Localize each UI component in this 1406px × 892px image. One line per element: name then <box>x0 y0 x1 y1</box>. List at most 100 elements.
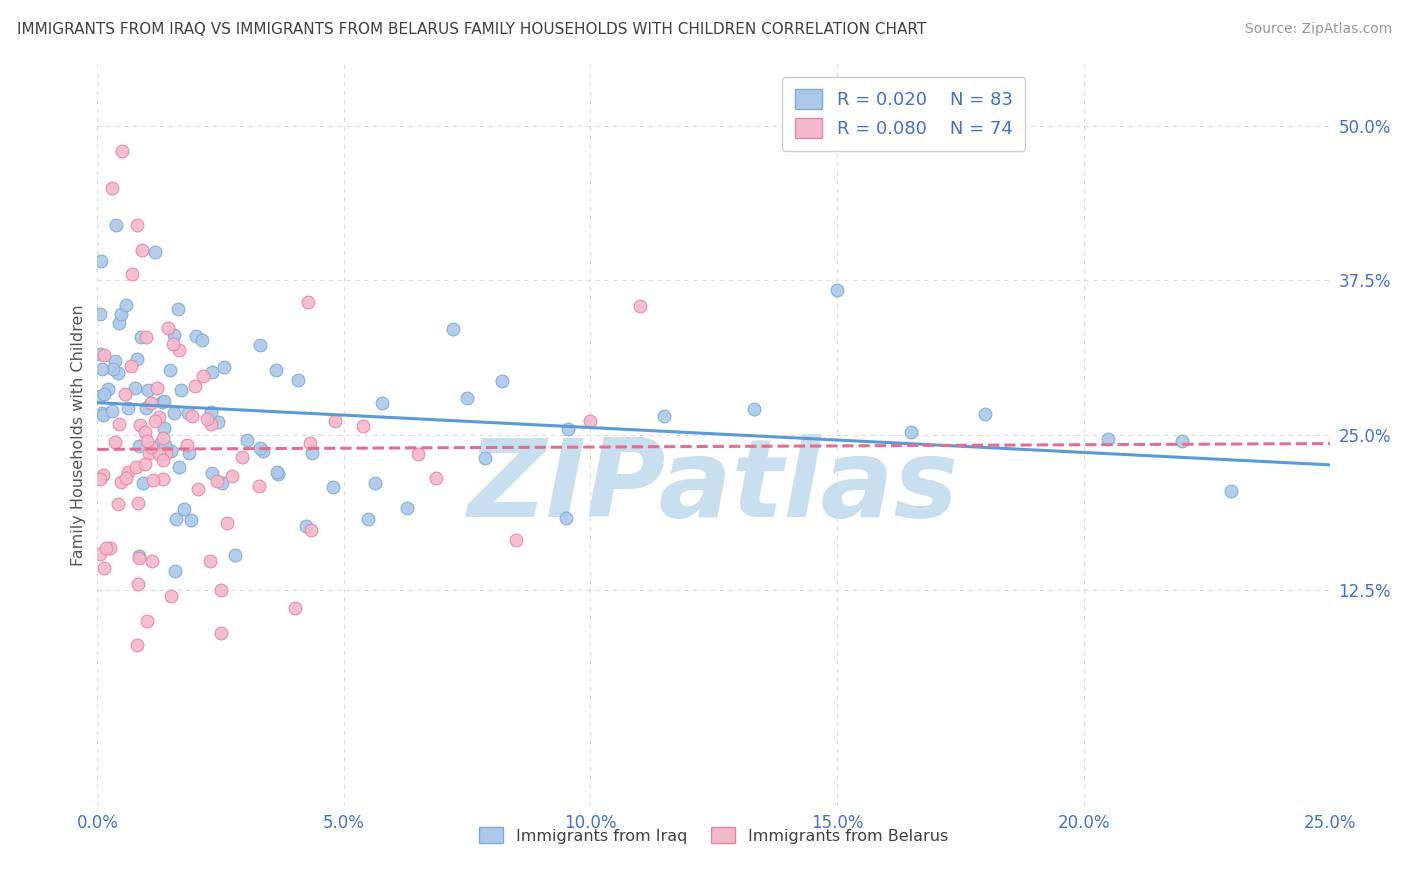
Point <box>155 446 177 460</box>
Point <box>287 373 309 387</box>
Point <box>139 396 162 410</box>
Point <box>127 495 149 509</box>
Point <box>654 409 676 423</box>
Point <box>441 322 464 336</box>
Point <box>249 442 271 456</box>
Point <box>357 511 380 525</box>
Point <box>209 583 232 598</box>
Point <box>104 218 127 232</box>
Point <box>371 396 394 410</box>
Point <box>90 254 112 268</box>
Point <box>152 452 174 467</box>
Point <box>395 500 418 515</box>
Point <box>299 524 322 538</box>
Point <box>162 327 184 342</box>
Point <box>152 394 174 409</box>
Point <box>266 465 288 479</box>
Point <box>156 321 179 335</box>
Point <box>101 180 124 194</box>
Point <box>104 434 127 449</box>
Point <box>322 479 344 493</box>
Point <box>121 268 143 282</box>
Point <box>252 443 274 458</box>
Point <box>353 419 375 434</box>
Point <box>150 395 173 409</box>
Point <box>110 307 132 321</box>
Text: Source: ZipAtlas.com: Source: ZipAtlas.com <box>1244 22 1392 37</box>
Point <box>143 415 166 429</box>
Point <box>108 316 131 330</box>
Point <box>742 402 765 417</box>
Point <box>149 436 172 450</box>
Point <box>236 434 259 448</box>
Point <box>186 328 208 343</box>
Point <box>90 406 112 420</box>
Point <box>129 417 152 432</box>
Point <box>148 447 170 461</box>
Point <box>152 431 174 445</box>
Point <box>221 469 243 483</box>
Point <box>900 425 922 440</box>
Point <box>224 548 246 562</box>
Point <box>295 518 318 533</box>
Point <box>176 438 198 452</box>
Point <box>207 415 229 429</box>
Point <box>207 475 229 489</box>
Point <box>93 387 115 401</box>
Point <box>973 408 995 422</box>
Point <box>167 301 190 316</box>
Point <box>107 417 129 431</box>
Point <box>127 576 149 591</box>
Point <box>135 330 157 344</box>
Point <box>1171 434 1194 448</box>
Point <box>191 334 214 348</box>
Point <box>825 283 848 297</box>
Point <box>132 476 155 491</box>
Point <box>115 470 138 484</box>
Point <box>125 460 148 475</box>
Point <box>120 359 142 374</box>
Point <box>143 245 166 260</box>
Point <box>181 409 204 423</box>
Point <box>200 417 222 432</box>
Point <box>117 465 139 479</box>
Point <box>579 414 602 428</box>
Point <box>135 434 157 448</box>
Point <box>266 467 288 482</box>
Point <box>90 361 112 376</box>
Point <box>89 307 111 321</box>
Point <box>299 436 322 450</box>
Point <box>127 351 149 366</box>
Point <box>1220 483 1243 498</box>
Point <box>89 547 111 561</box>
Point <box>191 369 214 384</box>
Point <box>198 554 221 568</box>
Point <box>101 403 124 417</box>
Point <box>170 383 193 397</box>
Point <box>89 472 111 486</box>
Point <box>211 475 233 490</box>
Point <box>146 381 169 395</box>
Point <box>364 476 387 491</box>
Point <box>177 406 200 420</box>
Point <box>93 560 115 574</box>
Point <box>135 401 157 415</box>
Point <box>162 336 184 351</box>
Point <box>323 414 346 428</box>
Point <box>98 541 121 556</box>
Point <box>134 425 156 439</box>
Point <box>165 512 187 526</box>
Point <box>163 564 186 578</box>
Point <box>167 459 190 474</box>
Point <box>131 330 153 344</box>
Point <box>141 553 163 567</box>
Point <box>297 294 319 309</box>
Point <box>554 510 576 524</box>
Point <box>136 383 159 397</box>
Point <box>142 474 165 488</box>
Point <box>557 422 579 436</box>
Point <box>111 144 134 158</box>
Text: ZIPatlas: ZIPatlas <box>468 434 959 540</box>
Point <box>128 549 150 563</box>
Point <box>456 391 478 405</box>
